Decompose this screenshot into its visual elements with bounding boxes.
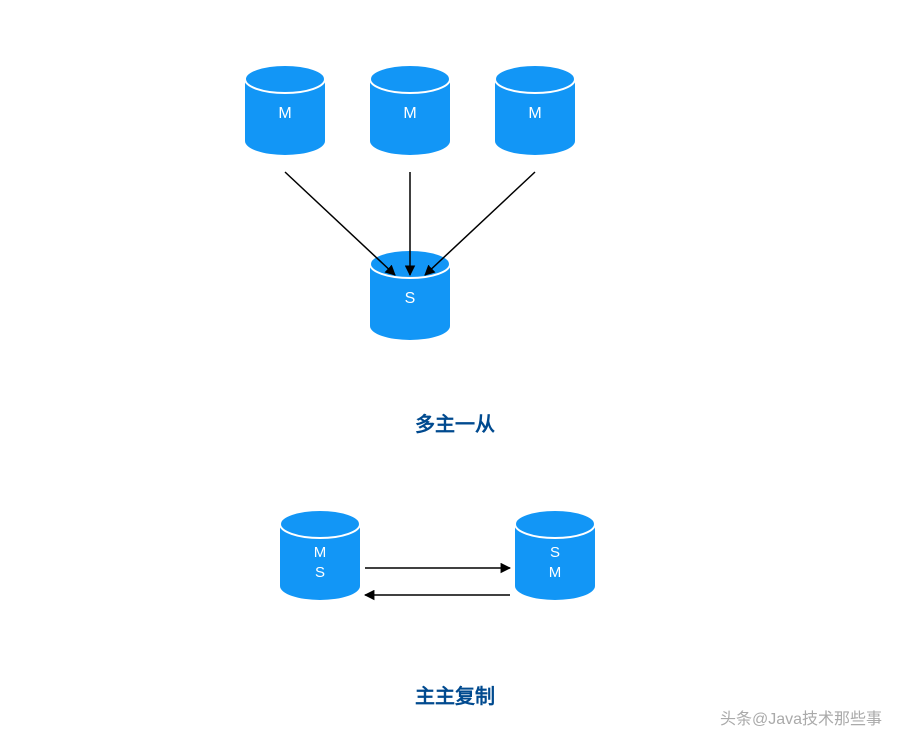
watermark-text: 头条@Java技术那些事 [720, 705, 882, 729]
svg-text:S: S [550, 544, 560, 561]
svg-text:M: M [314, 544, 327, 561]
arrow-d1-2 [425, 172, 535, 275]
svg-text:M: M [528, 105, 541, 122]
svg-text:M: M [549, 564, 562, 581]
db-cylinder-m3: M [495, 65, 575, 155]
db-cylinder-right: SM [515, 510, 595, 600]
svg-text:S: S [315, 564, 325, 581]
svg-text:M: M [403, 105, 416, 122]
diagram1-title: 多主一从 [355, 408, 555, 437]
db-cylinder-left: MS [280, 510, 360, 600]
arrow-d1-0 [285, 172, 395, 275]
db-cylinder-m1: M [245, 65, 325, 155]
diagram2-title: 主主复制 [355, 680, 555, 709]
db-cylinder-m2: M [370, 65, 450, 155]
svg-text:M: M [278, 105, 291, 122]
diagram-canvas: MMMSMSSM [0, 0, 907, 732]
svg-text:S: S [405, 290, 416, 307]
